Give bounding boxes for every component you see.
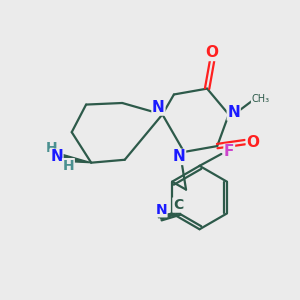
Text: F: F xyxy=(224,145,234,160)
Text: N: N xyxy=(152,100,165,115)
Text: N: N xyxy=(173,149,185,164)
Text: O: O xyxy=(206,46,218,61)
Text: H: H xyxy=(63,159,74,173)
Text: C: C xyxy=(173,198,183,212)
Text: H: H xyxy=(46,141,57,155)
Text: N: N xyxy=(155,203,167,217)
Text: N: N xyxy=(50,149,63,164)
Text: N: N xyxy=(227,105,240,120)
Polygon shape xyxy=(57,153,91,163)
Text: O: O xyxy=(246,135,260,150)
Text: CH₃: CH₃ xyxy=(251,94,269,103)
